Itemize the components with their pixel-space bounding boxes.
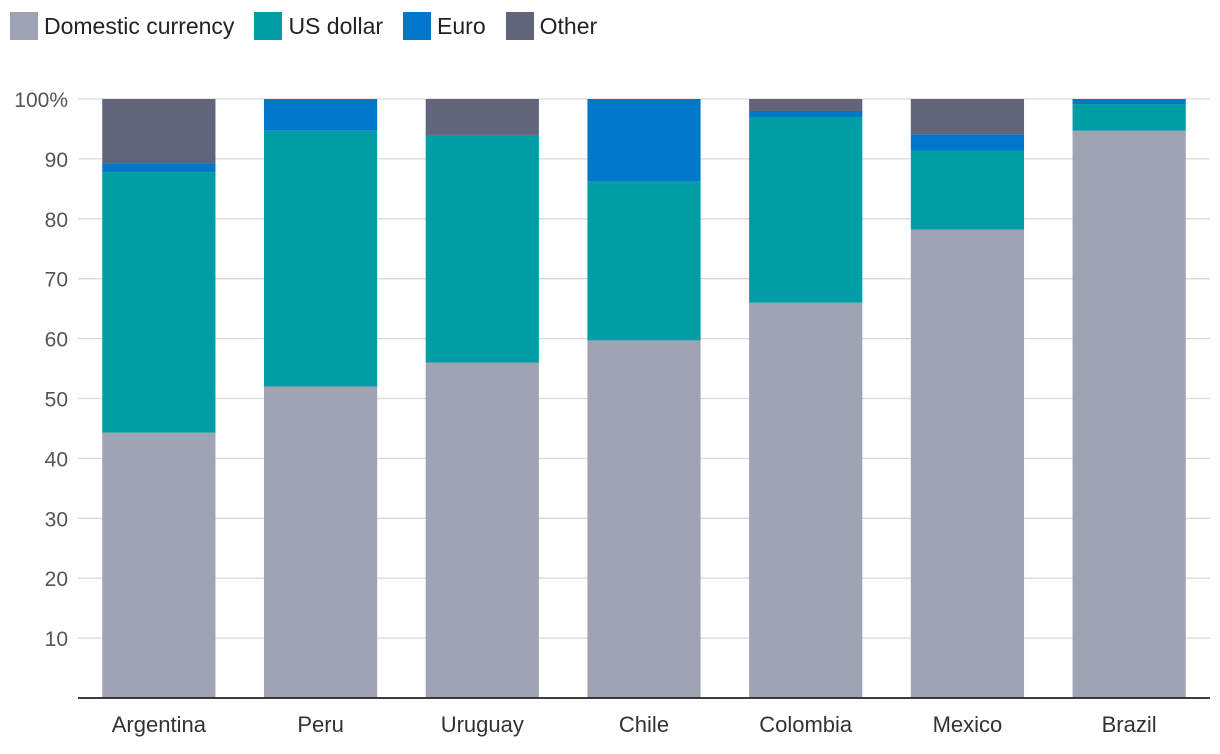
bar-argentina-us-dollar xyxy=(102,172,216,433)
x-tick-label: Colombia xyxy=(759,712,853,737)
x-tick-label: Peru xyxy=(297,712,343,737)
y-tick-label: 70 xyxy=(45,269,68,292)
y-tick-label: 90 xyxy=(45,149,68,172)
y-tick-label: 50 xyxy=(45,389,68,412)
legend-swatch xyxy=(254,12,283,40)
bar-colombia-euro xyxy=(749,110,863,117)
bar-mexico-other xyxy=(910,99,1025,135)
legend-item-domestic-currency: Domestic currency xyxy=(10,12,234,40)
legend-item-us-dollar: US dollar xyxy=(254,12,383,40)
y-tick-label: 60 xyxy=(45,329,68,352)
legend-item-euro: Euro xyxy=(403,12,486,40)
bar-mexico-domestic-currency xyxy=(910,229,1025,698)
bar-chile-domestic-currency xyxy=(587,340,701,698)
bar-chile-euro xyxy=(587,99,701,182)
bar-argentina-other xyxy=(102,99,216,164)
bar-peru-domestic-currency xyxy=(263,386,378,698)
bar-colombia-other xyxy=(749,99,863,111)
bar-uruguay-domestic-currency xyxy=(425,362,539,698)
y-tick-label: 80 xyxy=(45,209,68,232)
bar-uruguay-other xyxy=(425,99,539,135)
legend-label: Euro xyxy=(437,12,486,39)
bar-mexico-euro xyxy=(910,134,1025,151)
legend-label: Domestic currency xyxy=(44,12,235,39)
bar-brazil-euro xyxy=(1072,99,1186,105)
legend-label: US dollar xyxy=(288,12,384,39)
y-tick-label: 40 xyxy=(45,448,68,471)
y-tick-label: 10 xyxy=(45,628,68,651)
legend-swatch xyxy=(403,12,432,40)
legend-swatch xyxy=(10,12,38,40)
bar-chile-us-dollar xyxy=(587,181,701,341)
bar-brazil-us-dollar xyxy=(1072,104,1186,131)
bar-colombia-domestic-currency xyxy=(749,302,863,698)
x-tick-label: Mexico xyxy=(933,712,1003,737)
legend-label: Other xyxy=(539,12,598,39)
bar-colombia-us-dollar xyxy=(749,116,863,303)
x-tick-label: Brazil xyxy=(1102,712,1157,737)
y-tick-label: 20 xyxy=(45,568,68,591)
bar-peru-euro xyxy=(263,99,378,131)
bar-brazil-domestic-currency xyxy=(1072,130,1186,698)
bar-peru-us-dollar xyxy=(263,130,378,387)
x-tick-label: Uruguay xyxy=(441,712,524,737)
x-tick-label: Argentina xyxy=(112,712,207,737)
bar-argentina-euro xyxy=(102,163,216,173)
legend-swatch xyxy=(505,12,534,40)
y-tick-label: 100% xyxy=(14,89,68,112)
legend-item-other: Other xyxy=(505,12,598,40)
x-tick-label: Chile xyxy=(619,712,669,737)
bar-mexico-us-dollar xyxy=(910,150,1025,230)
bar-argentina-domestic-currency xyxy=(102,432,216,698)
chart-legend: Domestic currency US dollar Euro Other xyxy=(10,12,597,40)
bar-uruguay-us-dollar xyxy=(425,134,539,363)
y-tick-label: 30 xyxy=(45,508,68,531)
